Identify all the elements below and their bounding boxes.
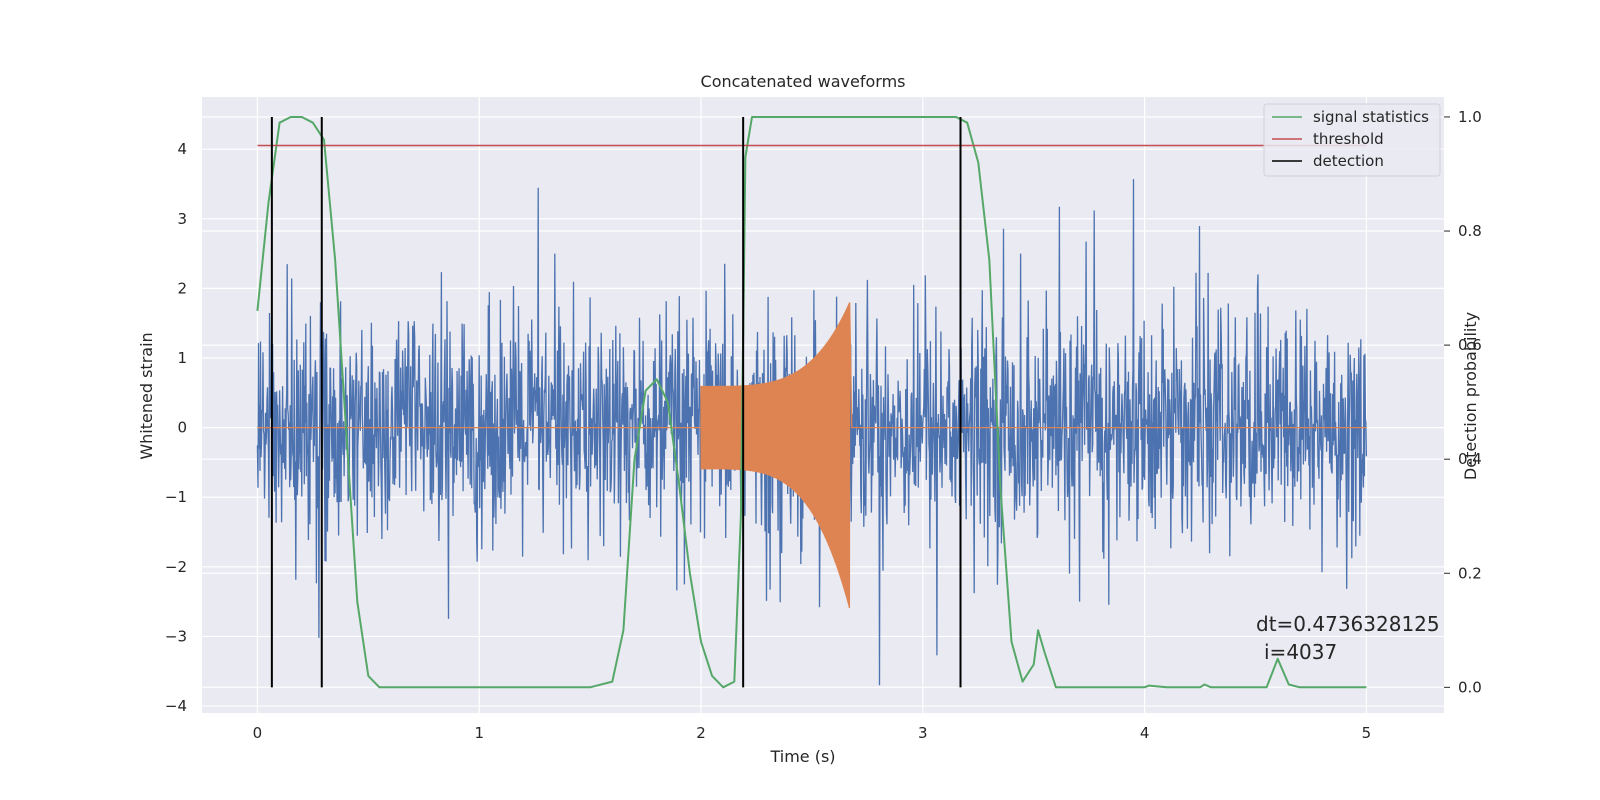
x-tick-label: 3 <box>918 724 928 742</box>
y-tick-label: 4 <box>177 140 187 158</box>
y-tick-label: 1 <box>177 349 187 367</box>
x-tick-label: 4 <box>1140 724 1150 742</box>
y-right-tick-label: 1.0 <box>1458 108 1482 126</box>
axis-ticks: 0 1 2 3 4 5 −4 −3 −2 −1 0 1 2 3 4 0.0 0.2 0.4 0.6 0.8 1.0 <box>165 108 1482 742</box>
y-tick-label: −2 <box>165 558 187 576</box>
x-tick-label: 2 <box>696 724 706 742</box>
template-waveform-series <box>257 302 1367 609</box>
detection-lines <box>270 116 962 688</box>
x-tick-label: 5 <box>1362 724 1372 742</box>
signal-statistics-series <box>256 116 1367 689</box>
legend-label-signal-statistics: signal statistics <box>1313 108 1429 126</box>
y-right-tick-label: 0.2 <box>1458 564 1482 582</box>
annotation-dt: dt=0.4736328125 <box>1256 612 1440 636</box>
y-right-tick-label: 0.4 <box>1458 450 1482 468</box>
chart-title: Concatenated waveforms <box>701 72 906 91</box>
y-tick-label: −4 <box>165 697 187 715</box>
signal-statistics-line <box>256 116 1367 689</box>
y-tick-label: −1 <box>165 488 187 506</box>
y-right-tick-label: 0.6 <box>1458 336 1482 354</box>
y-axis-right-label: Detection probability <box>1461 312 1480 480</box>
y-tick-label: 3 <box>177 210 187 228</box>
y-axis-label: Whitened strain <box>137 332 156 459</box>
y-tick-label: −3 <box>165 627 187 645</box>
annotation-index: i=4037 <box>1264 640 1337 664</box>
legend-label-threshold: threshold <box>1313 130 1384 148</box>
y-right-tick-label: 0.0 <box>1458 678 1482 696</box>
x-axis-label: Time (s) <box>769 747 835 766</box>
legend-box <box>1263 103 1441 177</box>
y-tick-label: 0 <box>177 419 187 437</box>
legend: signal statistics threshold detection <box>1263 103 1441 177</box>
y-tick-label: 2 <box>177 279 187 297</box>
template-trace <box>257 302 1367 609</box>
legend-label-detection: detection <box>1313 152 1384 170</box>
x-tick-label: 0 <box>253 724 263 742</box>
x-tick-label: 1 <box>474 724 484 742</box>
y-right-tick-label: 0.8 <box>1458 222 1482 240</box>
